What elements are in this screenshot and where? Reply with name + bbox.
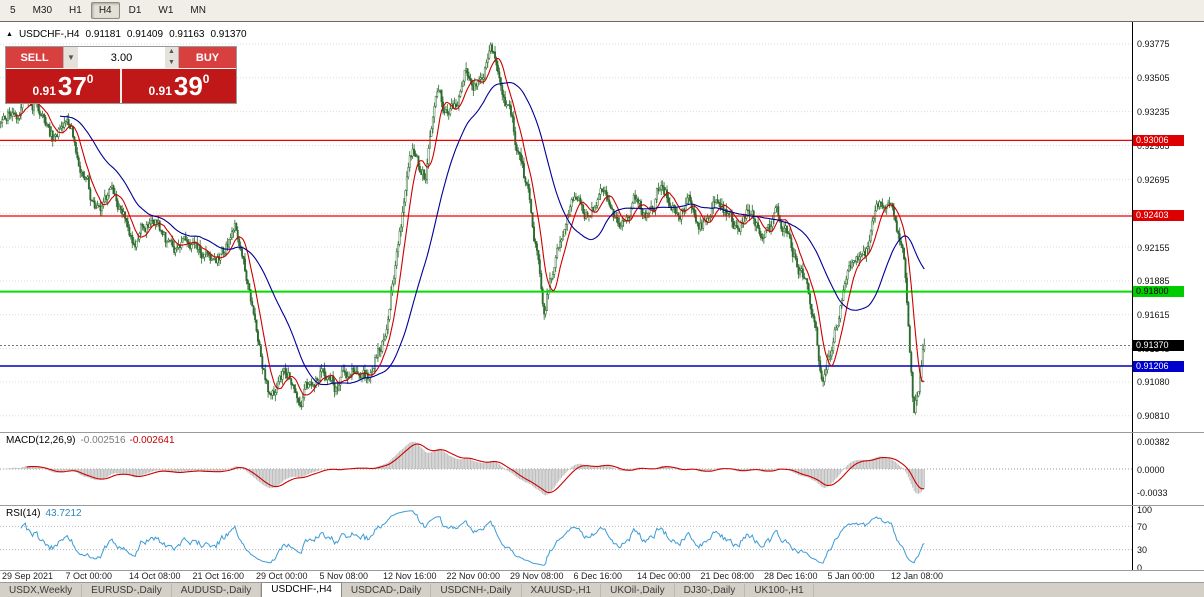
time-axis-label: 21 Dec 08:00: [700, 571, 755, 581]
buy-price-big: 39: [173, 71, 203, 101]
hline-price-tag: 0.91206: [1133, 360, 1184, 372]
hline-price-tag: 0.92403: [1133, 210, 1184, 222]
timeframe-button-5[interactable]: 5: [10, 5, 16, 16]
rsi-title: RSI(14): [6, 508, 41, 519]
macd-axis-label: 0.00382: [1137, 437, 1170, 448]
panel-separator[interactable]: [0, 505, 1204, 506]
price-axis-label: 0.92695: [1137, 174, 1170, 185]
time-axis-label: 14 Dec 00:00: [637, 571, 691, 581]
timeframe-button-d1[interactable]: D1: [128, 5, 142, 16]
buy-button[interactable]: BUY: [179, 47, 236, 68]
panel-separator[interactable]: [0, 432, 1204, 433]
chart-tabs-bar: USDX,Weekly EURUSD-,Daily AUDUSD-,Daily USD…: [0, 582, 1204, 597]
ohlc-high: 0.91409: [126, 29, 164, 40]
macd-canvas[interactable]: [0, 433, 1132, 505]
hline-price-tag: 0.91800: [1133, 286, 1184, 298]
time-axis-label: 21 Oct 16:00: [192, 571, 245, 581]
price-axis-label: 0.90810: [1137, 411, 1170, 422]
volume-stepper: ▲ ▼: [165, 47, 178, 68]
time-axis-label: 29 Sep 2021: [2, 571, 54, 581]
macd-signal-value: -0.002641: [129, 435, 175, 446]
time-axis-label: 22 Nov 00:00: [446, 571, 501, 581]
sell-price-prefix: 0.91: [32, 84, 56, 98]
rsi-axis-label: 30: [1137, 545, 1148, 556]
macd-main-value: -0.002516: [80, 435, 126, 446]
buy-price-prefix: 0.91: [148, 84, 172, 98]
time-axis-label: 6 Dec 16:00: [573, 571, 623, 581]
timeframe-toolbar: 5 M30 H1 H4 D1 W1 MN: [0, 0, 1204, 22]
ohlc-low: 0.91163: [169, 29, 205, 40]
price-axis[interactable]: 0.93775 0.93505 0.93235 0.92965 0.92695 0.924…: [1132, 22, 1204, 573]
time-axis-label: 5 Jan 00:00: [827, 571, 875, 581]
price-axis-label: 0.91615: [1137, 310, 1170, 321]
sell-price-sup: 0: [86, 72, 94, 86]
time-axis-label: 12 Nov 16:00: [383, 571, 437, 581]
rsi-label: RSI(14) 43.7212: [6, 508, 82, 519]
chart-tab-ukoil-daily[interactable]: UKOil-,Daily: [601, 584, 675, 597]
macd-title: MACD(12,26,9): [6, 435, 76, 446]
price-axis-label: 0.92965: [1137, 141, 1170, 151]
price-axis-label: 0.93775: [1137, 39, 1170, 50]
chart-tab-xauusd-h1[interactable]: XAUUSD-,H1: [522, 584, 602, 597]
rsi-value: 43.7212: [45, 508, 82, 519]
buy-price-sup: 0: [202, 72, 210, 86]
timeframe-button-mn[interactable]: MN: [190, 5, 206, 16]
volume-dropdown-button[interactable]: ▼: [64, 47, 78, 68]
rsi-axis-label: 0: [1137, 562, 1143, 573]
time-axis-label: 29 Oct 00:00: [256, 571, 308, 581]
price-axis-label: 0.91080: [1137, 377, 1170, 388]
chart-tab-usdcnh-daily[interactable]: USDCNH-,Daily: [431, 584, 522, 597]
chart-tab-dj30-daily[interactable]: DJ30-,Daily: [675, 584, 746, 597]
hline-price-tag: 0.93006: [1133, 134, 1184, 146]
volume-increase-button[interactable]: ▲: [165, 47, 178, 58]
main-chart-canvas[interactable]: [0, 22, 1132, 432]
price-axis-label: 0.93505: [1137, 73, 1170, 84]
time-axis-label: 7 Oct 00:00: [65, 571, 113, 581]
timeframe-button-h1[interactable]: H1: [69, 5, 82, 16]
symbol-marker-icon: ▲: [6, 30, 13, 38]
volume-decrease-button[interactable]: ▼: [165, 57, 178, 68]
ohlc-open: 0.91181: [85, 29, 121, 40]
time-axis-label: 14 Oct 08:00: [129, 571, 181, 581]
buy-price-display[interactable]: 0.91 39 0: [122, 69, 236, 103]
sell-button[interactable]: SELL: [6, 47, 63, 68]
main-chart-panel: ▲ USDCHF-,H4 0.91181 0.91409 0.91163 0.9…: [0, 22, 1132, 432]
time-axis-label: 28 Dec 16:00: [764, 571, 818, 581]
rsi-axis-label: 100: [1137, 504, 1153, 515]
time-axis[interactable]: 29 Sep 2021 7 Oct 00:00 14 Oct 08:00 21 Oct…: [0, 571, 1132, 582]
one-click-trading-panel: SELL ▼ 3.00 ▲ ▼ BUY 0.91 37 0 0.91 39 0: [5, 46, 237, 104]
time-axis-label: 12 Jan 08:00: [891, 571, 944, 581]
ohlc-close: 0.91370: [210, 29, 247, 40]
sell-price-display[interactable]: 0.91 37 0: [6, 69, 120, 103]
volume-input[interactable]: 3.00: [110, 51, 133, 64]
timeframe-button-h4[interactable]: H4: [90, 2, 120, 19]
rsi-axis-label: 70: [1137, 521, 1148, 532]
macd-label: MACD(12,26,9) -0.002516 -0.002641: [6, 435, 175, 446]
sell-price-big: 37: [57, 71, 87, 101]
time-axis-label: 29 Nov 08:00: [510, 571, 564, 581]
symbol-title: USDCHF-,H4: [18, 29, 80, 40]
chart-tab-audusd-daily[interactable]: AUDUSD-,Daily: [172, 584, 262, 597]
price-axis-label: 0.93235: [1137, 107, 1170, 118]
volume-control: ▼ 3.00 ▲ ▼: [63, 47, 179, 68]
chart-tab-usdchf-h4[interactable]: USDCHF-,H4: [261, 582, 342, 597]
macd-axis-label: 0.0000: [1137, 464, 1165, 475]
macd-axis-label: -0.0033: [1137, 488, 1168, 499]
price-axis-label: 0.92155: [1137, 242, 1170, 253]
timeframe-button-w1[interactable]: W1: [158, 5, 174, 16]
symbol-header: ▲ USDCHF-,H4 0.91181 0.91409 0.91163 0.9…: [6, 29, 247, 40]
chart-tab-eurusd-daily[interactable]: EURUSD-,Daily: [82, 584, 172, 597]
timeframe-button-m30[interactable]: M30: [32, 5, 53, 16]
price-axis-label: 0.91885: [1137, 276, 1170, 287]
chart-tab-usdx-weekly[interactable]: USDX,Weekly: [0, 584, 83, 597]
time-axis-label: 5 Nov 08:00: [319, 571, 369, 581]
rsi-canvas[interactable]: [0, 506, 1132, 570]
panel-separator: [0, 570, 1204, 571]
current-price-tag: 0.91370: [1133, 339, 1184, 351]
chart-tab-usdcad-daily[interactable]: USDCAD-,Daily: [342, 584, 432, 597]
chart-tab-uk100-h1[interactable]: UK100-,H1: [745, 584, 814, 597]
